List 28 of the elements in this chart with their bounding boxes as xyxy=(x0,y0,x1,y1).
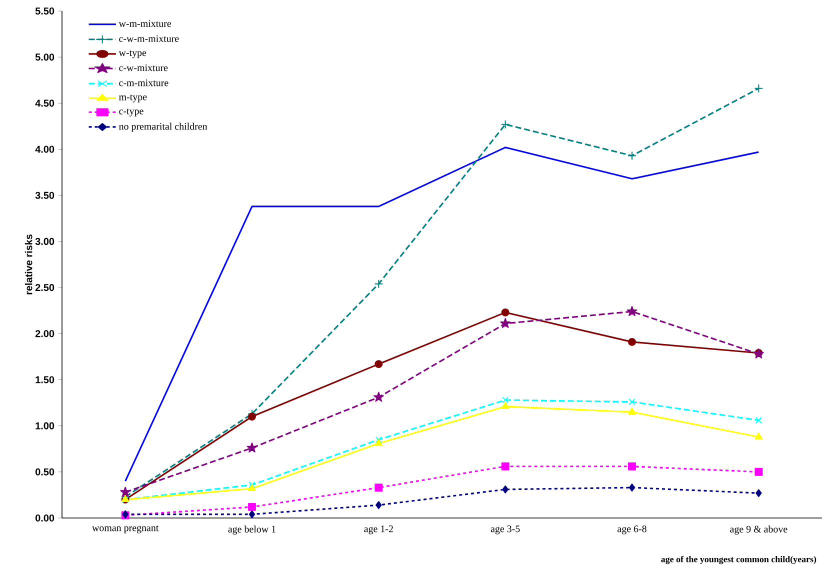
y-tick-label: 2.50 xyxy=(35,284,54,292)
x-tick-label: age below 1 xyxy=(228,525,276,535)
y-tick-label: 0.50 xyxy=(35,468,54,476)
legend-label: w-type xyxy=(118,50,146,58)
y-tick-label: 0.00 xyxy=(35,514,54,522)
legend-label: c-m-mixture xyxy=(119,80,168,86)
legend-label: no premarital children xyxy=(119,122,208,132)
y-tick-label: 1.00 xyxy=(36,422,54,430)
y-tick-label: 2.00 xyxy=(35,330,54,338)
x-axis-title: age of the youngest common child(years) xyxy=(661,556,816,564)
legend-label: w-m-mixture xyxy=(118,20,172,27)
y-tick-label: 4.00 xyxy=(35,146,54,153)
y-tick-label: 5.50 xyxy=(35,7,54,15)
y-tick-label: 1.50 xyxy=(36,376,54,384)
y-tick-label: 5.00 xyxy=(35,54,54,61)
legend-label: c-w-mixture xyxy=(119,64,168,72)
legend-label: c-type xyxy=(119,108,144,116)
y-tick-label: 3.50 xyxy=(35,192,54,199)
y-axis-title: relative risks xyxy=(24,234,32,294)
x-tick-label: woman pregnant xyxy=(92,526,159,534)
legend-label: c-w-m-mixture xyxy=(119,35,179,42)
y-tick-label: 4.50 xyxy=(35,100,54,107)
legend-label: m-type xyxy=(118,94,147,102)
x-tick-label: age 3-5 xyxy=(490,526,520,534)
x-tick-label: age 6-8 xyxy=(618,526,646,534)
x-tick-label: age 1-2 xyxy=(364,526,393,534)
x-tick-label: age 9 & above xyxy=(730,525,788,535)
y-tick-label: 3.00 xyxy=(35,238,54,245)
